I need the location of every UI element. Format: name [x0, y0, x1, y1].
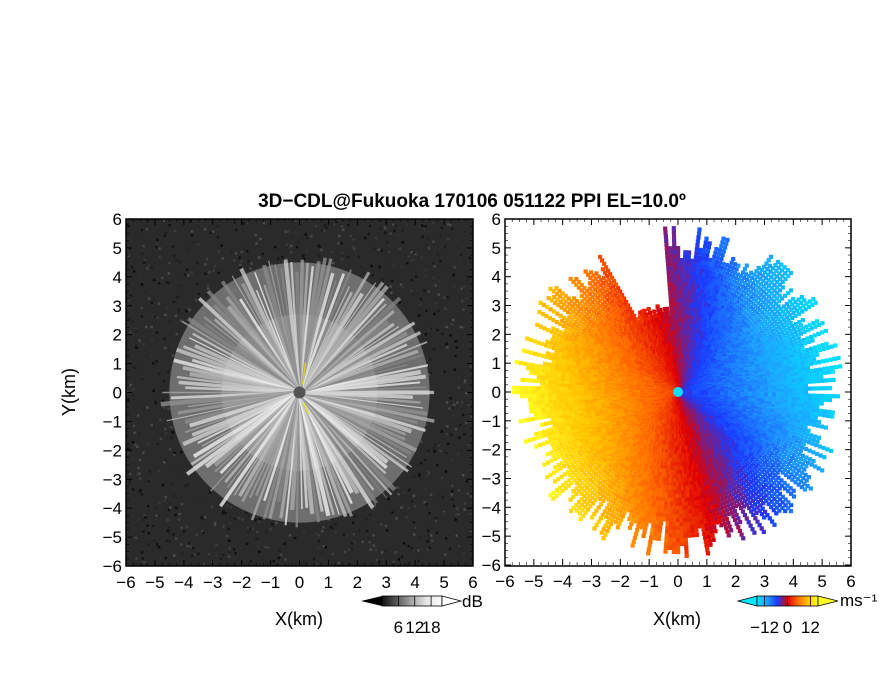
lidar-site-marker [293, 386, 306, 399]
backscatter-colorbar-arrow-right [441, 595, 463, 607]
velocity-colorbar-arrow-right [817, 595, 839, 607]
backscatter-xtick-label: 4 [410, 573, 419, 592]
velocity-xtick-label: 4 [789, 572, 798, 591]
velocity-ytick-label: 6 [492, 210, 501, 229]
velocity-ytick-label: −6 [482, 556, 501, 575]
backscatter-xtick-label: −5 [145, 573, 164, 592]
figure-title: 3D−CDL@Fukuoka 170106 051122 PPI EL=10.0… [258, 191, 686, 212]
backscatter-colorbar-arrow-left [361, 596, 382, 606]
velocity-colorbar: −12 0 12 ms⁻¹ [736, 591, 878, 637]
backscatter-ytick-label: 6 [113, 210, 122, 229]
backscatter-xtick-label: −6 [116, 573, 135, 592]
backscatter-xtick-label: 1 [324, 573, 333, 592]
backscatter-ylabel: Y(km) [59, 368, 79, 416]
velocity-colorbar-tick-label: −12 [750, 618, 779, 637]
velocity-xtick-label: −2 [611, 572, 630, 591]
velocity-ytick-label: −3 [482, 470, 501, 489]
velocity-ytick-label: 4 [492, 268, 501, 287]
backscatter-ytick-label: −5 [103, 528, 122, 547]
backscatter-xtick-label: −4 [174, 573, 193, 592]
backscatter-xtick-label: 6 [468, 573, 477, 592]
backscatter-image [126, 219, 473, 566]
backscatter-ytick-label: 3 [113, 297, 122, 316]
velocity-xtick-label: −4 [553, 572, 572, 591]
backscatter-ytick-label: −6 [103, 557, 122, 576]
velocity-xtick-label: 0 [673, 572, 682, 591]
backscatter-colorbar-tick-label: 12 [405, 618, 424, 637]
backscatter-xlabel: X(km) [275, 609, 323, 629]
backscatter-xtick-label: −2 [232, 573, 251, 592]
velocity-xtick-label: −3 [582, 572, 601, 591]
backscatter-ytick-label: −3 [103, 470, 122, 489]
backscatter-colorbar-tick-label: 6 [394, 618, 403, 637]
velocity-ytick-label: 3 [492, 297, 501, 316]
velocity-ytick-label: 1 [492, 354, 501, 373]
backscatter-colorbar-unit: dB [462, 592, 483, 611]
velocity-colorbar-arrow-left [736, 595, 758, 607]
backscatter-ytick-label: 1 [113, 355, 122, 374]
velocity-colorbar-tick-label: 12 [801, 618, 820, 637]
backscatter-ytick-label: −1 [103, 412, 122, 431]
velocity-ytick-label: −5 [482, 527, 501, 546]
velocity-xlabel: X(km) [653, 609, 701, 629]
backscatter-xtick-label: 5 [439, 573, 448, 592]
velocity-xtick-label: −6 [495, 572, 514, 591]
backscatter-ytick-label: 0 [113, 384, 122, 403]
velocity-ytick-label: −2 [482, 441, 501, 460]
backscatter-xtick-label: −1 [261, 573, 280, 592]
backscatter-ytick-label: −4 [103, 499, 122, 518]
velocity-ytick-label: 5 [492, 239, 501, 258]
velocity-xtick-label: −5 [524, 572, 543, 591]
velocity-xtick-label: 3 [760, 572, 769, 591]
velocity-colorbar-tick-label: 0 [783, 618, 792, 637]
velocity-ytick-label: 0 [492, 383, 501, 402]
backscatter-ytick-label: 5 [113, 239, 122, 258]
backscatter-xtick-label: −3 [203, 573, 222, 592]
velocity-xtick-label: 1 [702, 572, 711, 591]
velocity-ytick-label: 2 [492, 325, 501, 344]
velocity-ytick-label: −4 [482, 498, 501, 517]
backscatter-xtick-label: 2 [353, 573, 362, 592]
lidar-site-marker [673, 387, 683, 397]
velocity-image [512, 226, 843, 558]
backscatter-ytick-label: 4 [113, 268, 122, 287]
backscatter-xtick-label: 0 [295, 573, 304, 592]
backscatter-colorbar-tick-label: 18 [422, 618, 441, 637]
velocity-xtick-label: 6 [846, 572, 855, 591]
velocity-colorbar-unit: ms⁻¹ [840, 591, 878, 610]
velocity-xtick-label: −1 [639, 572, 658, 591]
backscatter-ytick-label: −2 [103, 441, 122, 460]
backscatter-ytick-label: 2 [113, 326, 122, 345]
backscatter-colorbar-bar [381, 595, 443, 607]
velocity-xtick-label: 5 [817, 572, 826, 591]
velocity-ytick-label: −1 [482, 412, 501, 431]
velocity-xtick-label: 2 [731, 572, 740, 591]
velocity-colorbar-ticks: −12 0 12 [750, 596, 820, 637]
backscatter-xtick-label: 3 [382, 573, 391, 592]
